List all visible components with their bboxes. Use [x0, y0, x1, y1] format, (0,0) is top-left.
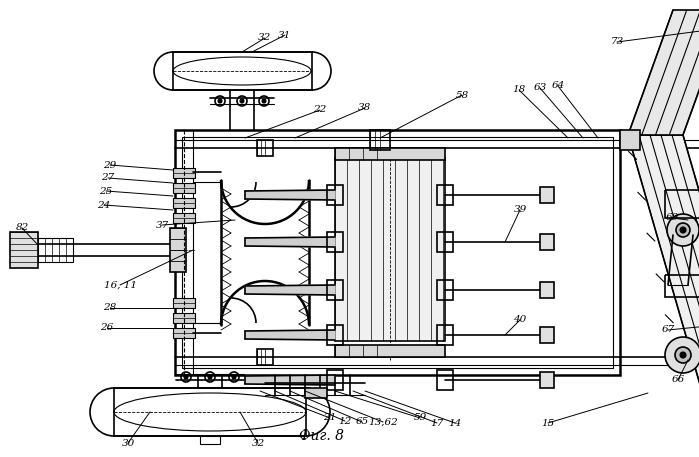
Text: 32: 32 [252, 439, 265, 447]
Bar [437, 370, 453, 390]
Bar [173, 168, 195, 178]
Bar [173, 198, 195, 208]
Circle shape [262, 99, 266, 103]
Bar [173, 213, 195, 223]
Polygon shape [628, 135, 699, 395]
Bar [170, 228, 186, 272]
Text: 14: 14 [448, 419, 461, 427]
Bar [665, 190, 699, 218]
Bar [38, 238, 73, 262]
Text: 22: 22 [313, 106, 326, 115]
Bar [173, 183, 195, 193]
Bar [437, 232, 453, 252]
Text: 30: 30 [122, 439, 135, 447]
Bar [175, 130, 620, 375]
Text: 15: 15 [541, 419, 554, 427]
Bar [327, 325, 343, 345]
Text: 18: 18 [512, 85, 526, 95]
Text: 21: 21 [324, 414, 337, 423]
Bar [540, 282, 554, 298]
Text: 65: 65 [355, 418, 368, 426]
Circle shape [208, 375, 212, 379]
Bar [540, 234, 554, 250]
Polygon shape [245, 190, 335, 200]
Bar [327, 280, 343, 300]
Text: 40: 40 [513, 315, 526, 324]
Polygon shape [628, 10, 699, 135]
Text: 63: 63 [533, 84, 547, 92]
Text: 12: 12 [338, 416, 352, 425]
Bar [327, 370, 343, 390]
Bar [173, 298, 195, 308]
Text: 69: 69 [665, 213, 679, 223]
Text: 66: 66 [671, 376, 684, 384]
Circle shape [680, 227, 686, 233]
Bar [10, 232, 38, 268]
Circle shape [675, 347, 691, 363]
Circle shape [667, 214, 699, 246]
Bar [173, 313, 195, 323]
Bar [437, 325, 453, 345]
Bar [437, 280, 453, 300]
Text: 64: 64 [552, 81, 565, 90]
Bar [182, 137, 613, 368]
Bar [540, 372, 554, 388]
Bar [370, 130, 390, 150]
Bar [540, 327, 554, 343]
Text: 28: 28 [103, 303, 117, 313]
Circle shape [184, 375, 188, 379]
Text: 13,62: 13,62 [368, 418, 398, 426]
Circle shape [240, 99, 244, 103]
Circle shape [218, 99, 222, 103]
Bar [305, 388, 327, 398]
Text: 27: 27 [101, 174, 115, 182]
Circle shape [665, 337, 699, 373]
Text: 82: 82 [15, 223, 29, 233]
Bar [257, 349, 273, 365]
Text: 37: 37 [155, 220, 168, 229]
Polygon shape [245, 237, 335, 247]
Bar [335, 345, 445, 357]
Bar [540, 187, 554, 203]
Text: 25: 25 [99, 186, 113, 196]
Text: 59: 59 [413, 414, 426, 423]
Bar [620, 130, 640, 150]
Bar [173, 52, 312, 90]
Bar [335, 148, 445, 160]
Text: 39: 39 [513, 206, 526, 214]
Bar [173, 328, 195, 338]
Text: 26: 26 [101, 324, 114, 333]
Text: 17: 17 [431, 419, 444, 427]
Circle shape [232, 375, 236, 379]
Text: 16, 11: 16, 11 [103, 281, 136, 289]
Bar [437, 185, 453, 205]
Text: 31: 31 [278, 31, 291, 39]
Polygon shape [245, 330, 335, 340]
Polygon shape [245, 375, 335, 385]
Text: 73: 73 [610, 37, 624, 47]
Bar [327, 232, 343, 252]
Bar [327, 185, 343, 205]
Bar [335, 158, 445, 341]
Text: 32: 32 [259, 33, 272, 43]
Text: Фиг. 8: Фиг. 8 [299, 430, 344, 443]
Text: 24: 24 [97, 201, 110, 209]
Bar [665, 275, 699, 297]
Text: 58: 58 [455, 90, 468, 100]
Bar [257, 140, 273, 156]
Text: 29: 29 [103, 160, 117, 170]
Polygon shape [245, 285, 335, 295]
Text: 38: 38 [359, 103, 372, 112]
Circle shape [676, 223, 690, 237]
Bar [200, 436, 220, 444]
Circle shape [680, 352, 686, 358]
Text: 67: 67 [661, 325, 675, 335]
Bar [114, 388, 306, 436]
